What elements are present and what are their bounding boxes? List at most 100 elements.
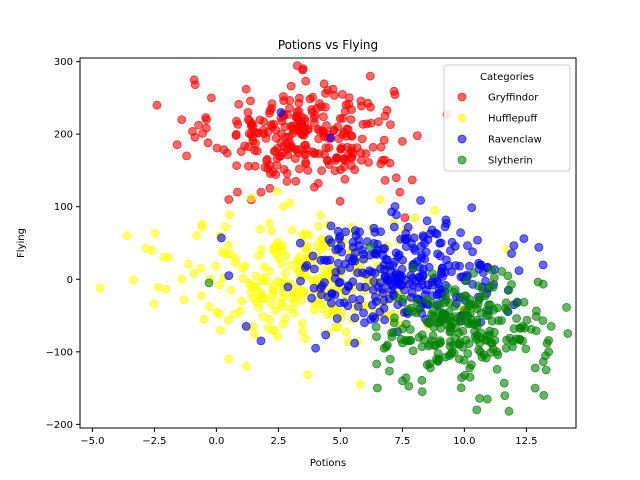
data-point bbox=[328, 84, 338, 94]
data-point bbox=[347, 143, 357, 153]
data-point bbox=[414, 304, 424, 314]
data-point bbox=[282, 176, 292, 186]
data-point bbox=[317, 281, 327, 291]
data-point bbox=[417, 342, 427, 352]
data-point bbox=[224, 195, 234, 204]
data-point bbox=[519, 234, 529, 244]
data-point bbox=[265, 266, 274, 276]
data-point bbox=[259, 117, 269, 126]
data-point bbox=[368, 312, 378, 321]
data-point bbox=[397, 136, 407, 146]
data-point bbox=[183, 259, 193, 269]
data-point bbox=[226, 285, 236, 295]
data-point bbox=[231, 258, 241, 268]
y-axis-label: Flying bbox=[16, 228, 27, 258]
data-point bbox=[473, 281, 483, 291]
legend: Categories Gryffindor Hufflepuff Ravenclaw… bbox=[443, 64, 571, 172]
data-point bbox=[371, 322, 381, 332]
data-point bbox=[487, 316, 497, 326]
data-point bbox=[313, 221, 323, 231]
data-point bbox=[538, 260, 548, 270]
y-tick-label: 0 bbox=[67, 275, 73, 286]
data-point bbox=[326, 221, 336, 231]
data-point bbox=[293, 148, 303, 158]
x-tick-label: 5.0 bbox=[332, 436, 348, 447]
data-point bbox=[480, 291, 490, 301]
data-point bbox=[467, 203, 477, 213]
data-point bbox=[264, 218, 274, 228]
data-point bbox=[286, 304, 296, 314]
data-point bbox=[329, 125, 339, 135]
data-point bbox=[153, 282, 163, 292]
data-point bbox=[335, 196, 345, 206]
data-point bbox=[287, 225, 297, 235]
data-point bbox=[417, 387, 427, 397]
data-point bbox=[436, 238, 446, 248]
data-point bbox=[433, 349, 443, 359]
data-point bbox=[317, 166, 327, 176]
data-point bbox=[522, 315, 532, 325]
data-point bbox=[374, 117, 383, 127]
data-point bbox=[232, 187, 242, 197]
data-point bbox=[301, 229, 311, 238]
data-point bbox=[476, 260, 486, 270]
data-point bbox=[458, 326, 468, 336]
data-point bbox=[343, 301, 353, 311]
data-point bbox=[512, 314, 521, 323]
data-point bbox=[269, 286, 279, 296]
series-slytherin bbox=[204, 242, 573, 416]
data-point bbox=[397, 264, 407, 274]
data-point bbox=[469, 268, 479, 278]
points-layer bbox=[95, 61, 573, 416]
data-point bbox=[204, 302, 214, 312]
data-point bbox=[299, 130, 309, 140]
data-point bbox=[487, 265, 497, 275]
plot-frame bbox=[79, 57, 577, 429]
data-point bbox=[295, 238, 305, 248]
data-point bbox=[246, 193, 256, 203]
data-point bbox=[465, 261, 474, 271]
data-point bbox=[378, 244, 388, 254]
data-point bbox=[377, 155, 387, 165]
data-point bbox=[278, 301, 287, 311]
data-point bbox=[348, 294, 358, 304]
data-point bbox=[309, 264, 319, 274]
data-point bbox=[202, 115, 211, 125]
data-point bbox=[404, 381, 414, 391]
data-point bbox=[410, 246, 420, 255]
data-point bbox=[425, 359, 435, 369]
data-point bbox=[375, 195, 385, 204]
data-point bbox=[427, 280, 437, 290]
data-point bbox=[508, 342, 517, 352]
data-point bbox=[412, 131, 422, 141]
data-point bbox=[384, 261, 394, 271]
data-point bbox=[432, 299, 442, 309]
data-point bbox=[443, 320, 453, 330]
data-point bbox=[509, 241, 519, 251]
legend-item-gryffindor: Gryffindor bbox=[457, 93, 539, 104]
data-point bbox=[283, 282, 293, 292]
data-point bbox=[305, 94, 315, 104]
data-point bbox=[455, 261, 464, 271]
data-point bbox=[258, 294, 267, 304]
data-point bbox=[344, 99, 354, 109]
data-point bbox=[489, 273, 499, 283]
data-point bbox=[294, 164, 304, 174]
series-gryffindor bbox=[152, 61, 452, 223]
data-point bbox=[215, 325, 225, 335]
data-point bbox=[340, 107, 350, 116]
chart-title: Potions vs Flying bbox=[278, 38, 378, 52]
legend-marker bbox=[457, 113, 467, 123]
data-point bbox=[429, 322, 439, 332]
data-point bbox=[95, 283, 105, 293]
data-point bbox=[396, 281, 406, 290]
data-point bbox=[534, 242, 544, 252]
data-point bbox=[461, 335, 471, 345]
data-point bbox=[347, 131, 357, 141]
data-point bbox=[379, 303, 389, 313]
data-point bbox=[350, 338, 360, 348]
data-point bbox=[241, 361, 251, 371]
data-point bbox=[204, 278, 214, 288]
data-point bbox=[499, 378, 509, 388]
data-point bbox=[546, 321, 556, 331]
